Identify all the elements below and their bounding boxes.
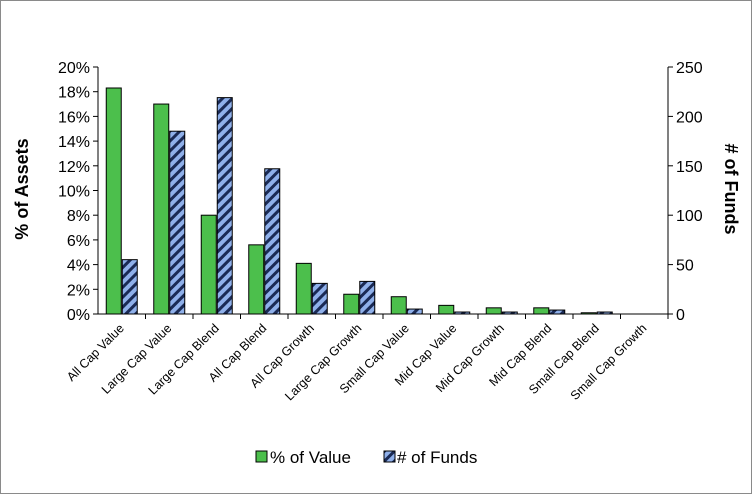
bar-funds-5 [311, 282, 328, 315]
legend-swatch-value [255, 450, 268, 463]
left-tick-label: 14% [58, 134, 90, 151]
right-tick-label: 50 [676, 258, 694, 275]
left-tick-label: 18% [58, 85, 90, 102]
legend-label-funds: # of Funds [397, 448, 477, 467]
bar-funds-7 [406, 308, 423, 315]
left-axis-title: % of Assets [12, 138, 32, 239]
right-tick-label: 200 [676, 109, 703, 126]
right-tick-label: 0 [676, 307, 685, 324]
bar-value-4 [248, 244, 265, 315]
bar-funds-2 [169, 130, 186, 315]
bar-funds-10 [549, 309, 566, 315]
right-tick-label: 150 [676, 159, 703, 176]
bar-value-7 [390, 296, 407, 315]
bar-funds-4 [264, 168, 281, 315]
left-tick-label: 0% [67, 307, 90, 324]
legend-swatch-funds [383, 450, 396, 463]
left-tick-label: 20% [58, 60, 90, 77]
bar-value-9 [485, 307, 502, 315]
right-axis-ticks: 0 50 100 150 200 250 [668, 60, 703, 324]
left-tick-label: 16% [58, 109, 90, 126]
right-tick-label: 100 [676, 208, 703, 225]
right-tick-label: 250 [676, 60, 703, 77]
bar-value-8 [438, 304, 455, 315]
left-tick-label: 6% [67, 233, 90, 250]
right-axis-title: # of Funds [721, 144, 741, 235]
left-tick-label: 2% [67, 282, 90, 299]
bar-funds-3 [216, 97, 233, 315]
bar-funds-1 [121, 259, 138, 315]
bars-layer [105, 87, 613, 315]
left-tick-label: 12% [58, 159, 90, 176]
bar-value-6 [343, 293, 360, 315]
bar-funds-6 [359, 280, 376, 315]
bar-value-5 [295, 262, 312, 315]
left-tick-label: 10% [58, 184, 90, 201]
bar-value-2 [153, 103, 170, 315]
legend-label-value: % of Value [270, 448, 351, 467]
left-axis-ticks: 0% 2% 4% 6% 8% 10% 12% 14% 16% 18% 20% [58, 60, 98, 324]
left-tick-label: 8% [67, 208, 90, 225]
legend: % of Value # of Funds [255, 448, 477, 467]
bar-value-10 [533, 307, 550, 315]
bar-value-1 [105, 87, 122, 315]
bar-value-3 [200, 214, 217, 315]
left-tick-label: 4% [67, 258, 90, 275]
